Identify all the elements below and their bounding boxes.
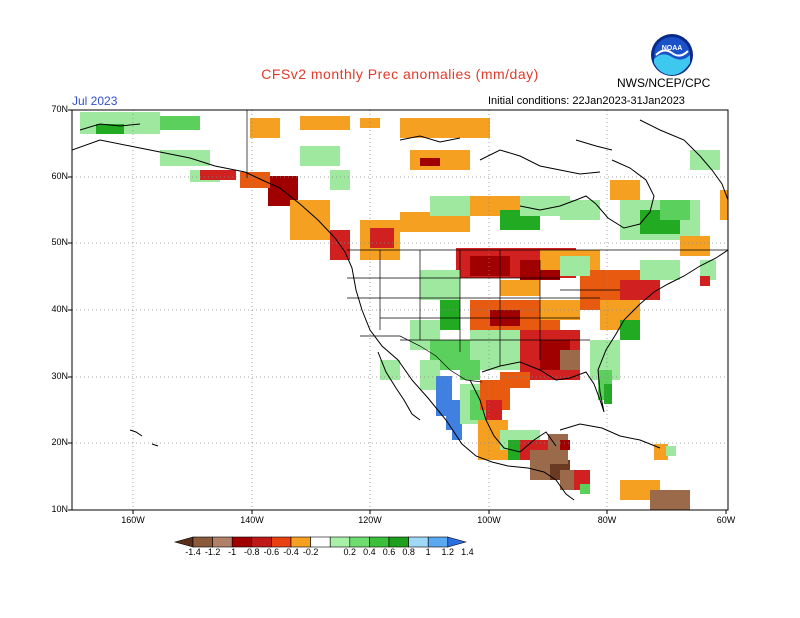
anomaly-cell bbox=[500, 372, 530, 388]
colorbar-label: -1 bbox=[228, 547, 237, 557]
lon-label-160w: 160W bbox=[121, 515, 145, 525]
colorbar-left-arrow bbox=[173, 536, 194, 548]
lon-label-60w: 60W bbox=[716, 515, 736, 525]
anomaly-cell bbox=[400, 212, 470, 232]
anomaly-cell bbox=[666, 446, 676, 456]
anomaly-cell bbox=[380, 360, 400, 380]
noaa-logo-icon: NOAA bbox=[651, 34, 693, 76]
anomaly-cell bbox=[290, 200, 330, 240]
anomaly-cell bbox=[200, 170, 236, 180]
anomaly-cell bbox=[96, 124, 124, 134]
colorbar-label: -1.4 bbox=[185, 547, 201, 557]
anomaly-cell bbox=[690, 150, 720, 170]
anomaly-cell bbox=[620, 320, 640, 340]
colorbar-label: -0.6 bbox=[263, 547, 280, 557]
political-borders bbox=[246, 110, 728, 383]
lat-label-50n: 50N bbox=[51, 237, 68, 247]
anomaly-cell bbox=[560, 256, 590, 276]
anomaly-cell bbox=[610, 180, 640, 200]
anomaly-cell bbox=[500, 280, 540, 296]
colorbar-label: -0.8 bbox=[244, 547, 260, 557]
anomaly-cell bbox=[560, 350, 580, 370]
colorbar-swatch bbox=[192, 536, 213, 548]
colorbar-swatch bbox=[231, 536, 253, 548]
anomaly-cell bbox=[680, 236, 710, 256]
initial-conditions: Initial conditions: 22Jan2023-31Jan2023 bbox=[488, 95, 685, 107]
anomaly-cell bbox=[300, 116, 350, 130]
lon-label-120w: 120W bbox=[358, 515, 382, 525]
lat-label-70n: 70N bbox=[51, 104, 68, 114]
anomaly-cell bbox=[420, 360, 440, 390]
colorbar-swatch bbox=[408, 536, 429, 548]
colorbar-swatch bbox=[310, 536, 331, 548]
coastlines bbox=[72, 119, 728, 501]
colorbar-swatch bbox=[388, 536, 409, 548]
anomaly-cell bbox=[300, 146, 340, 166]
colorbar-label: 0.6 bbox=[382, 547, 396, 557]
lat-label-30n: 30N bbox=[51, 371, 68, 381]
anomaly-cell bbox=[430, 196, 470, 216]
anomaly-cell bbox=[330, 170, 350, 190]
colorbar-label: -0.4 bbox=[283, 547, 299, 557]
colorbar-swatch bbox=[271, 536, 292, 548]
colorbar-swatch bbox=[369, 536, 390, 548]
anomaly-cell bbox=[160, 116, 200, 130]
anomaly-cell bbox=[520, 196, 570, 216]
anomaly-cell bbox=[720, 190, 728, 220]
colorbar-label: -1.2 bbox=[204, 547, 221, 557]
colorbar-label: 1.4 bbox=[461, 547, 474, 557]
anomaly-cell bbox=[560, 440, 570, 450]
colorbar-label: 0.2 bbox=[343, 547, 357, 557]
anomaly-cell bbox=[250, 118, 280, 138]
anomaly-cell bbox=[440, 300, 460, 330]
colorbar-label: 1.2 bbox=[441, 547, 455, 557]
lon-label-80w: 80W bbox=[597, 515, 617, 525]
anomaly-cell bbox=[700, 260, 716, 280]
anomaly-cell bbox=[700, 276, 710, 286]
lat-label-20n: 20N bbox=[51, 437, 68, 447]
anomaly-cell bbox=[486, 400, 502, 420]
lon-label-140w: 140W bbox=[240, 515, 264, 525]
colorbar-label: 0.8 bbox=[402, 547, 415, 557]
anomaly-cell bbox=[400, 118, 490, 138]
lon-label-100w: 100W bbox=[477, 515, 501, 525]
chart-title: CFSv2 monthly Prec anomalies (mm/day) bbox=[261, 66, 539, 82]
anomaly-cell bbox=[560, 200, 600, 220]
anomaly-cell bbox=[650, 490, 690, 510]
colorbar-right-arrow bbox=[447, 536, 467, 548]
graticule bbox=[72, 110, 728, 510]
colorbar-swatch bbox=[329, 536, 351, 548]
anomaly-cell bbox=[420, 270, 460, 300]
anomaly-cell bbox=[420, 158, 440, 166]
lat-label-40n: 40N bbox=[51, 304, 68, 314]
colorbar-label: 1 bbox=[425, 547, 431, 557]
colorbar-swatch bbox=[427, 536, 449, 548]
forecast-period: Jul 2023 bbox=[72, 94, 118, 108]
anomaly-cell bbox=[240, 172, 270, 188]
lat-label-10n: 10N bbox=[51, 504, 68, 514]
colorbar-swatch bbox=[290, 536, 311, 548]
anomaly-fields bbox=[80, 112, 728, 510]
anomaly-cell bbox=[660, 200, 690, 220]
anomaly-cell bbox=[580, 484, 590, 494]
anomaly-cell bbox=[452, 420, 462, 440]
colorbar-swatch bbox=[212, 536, 233, 548]
colorbar-swatch bbox=[251, 536, 272, 548]
colorbar-label: -0.2 bbox=[302, 547, 319, 557]
anomaly-cell bbox=[460, 360, 480, 380]
colorbar-swatch bbox=[349, 536, 370, 548]
colorbar-label: 0.4 bbox=[363, 547, 376, 557]
lat-label-60n: 60N bbox=[51, 171, 68, 181]
logo-text: NOAA bbox=[662, 45, 683, 52]
agency-label: NWS/NCEP/CPC bbox=[617, 76, 711, 90]
anomaly-cell bbox=[654, 444, 668, 460]
anomaly-cell bbox=[604, 384, 612, 404]
anomaly-cell bbox=[640, 260, 680, 280]
